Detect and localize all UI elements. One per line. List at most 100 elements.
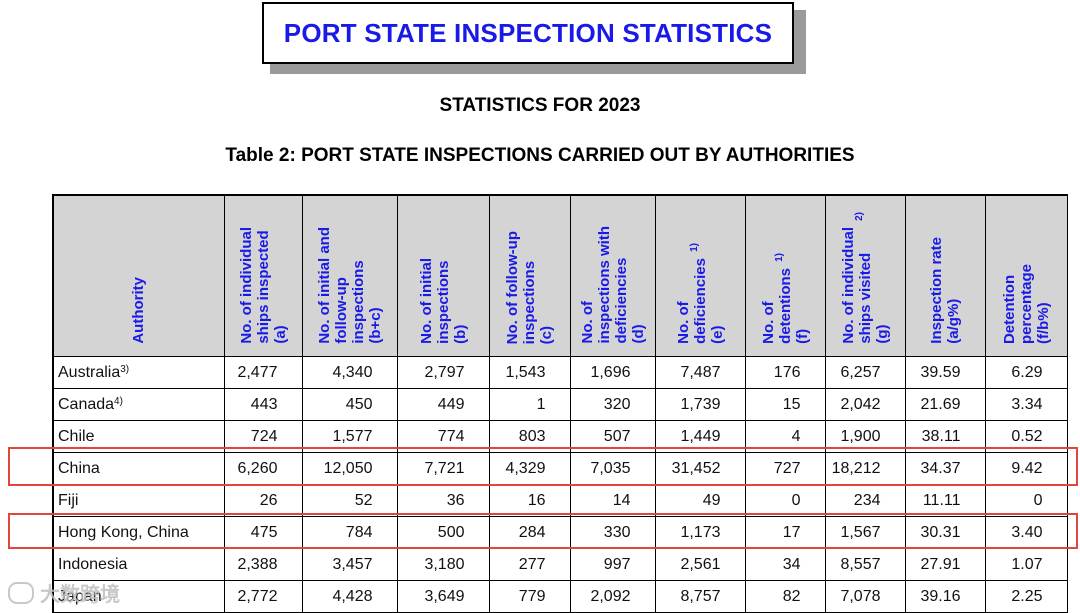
table-row: Indonesia 2,388 3,457 3,180 277 997 2,561 34 8,5… <box>52 548 1068 581</box>
value-cell: 443 <box>223 388 303 421</box>
inspection-statistics-table: Authority No. of individual ships inspect… <box>52 194 1068 613</box>
value-cell: 1,567 <box>824 516 906 549</box>
value-cell: 1,577 <box>301 420 398 453</box>
value-cell: 774 <box>396 420 490 453</box>
table-row: Japan 2,772 4,428 3,649 779 2,092 8,757 82 7,078… <box>52 580 1068 613</box>
value-cell: 2,772 <box>223 580 303 613</box>
column-header-footnote: 2) <box>854 212 865 221</box>
watermark-logo-icon <box>8 581 34 604</box>
column-header-9: Inspection rate (a/g%) <box>904 194 986 357</box>
value-cell: 2,477 <box>223 356 303 389</box>
value-cell: 39.16 <box>904 580 986 613</box>
column-header-4: No. of follow-up inspections (c) <box>488 194 571 357</box>
table-body: Australia3) 2,477 4,340 2,797 1,543 1,696 7,48… <box>52 356 1068 613</box>
value-cell: 507 <box>569 420 656 453</box>
value-cell: 9.42 <box>984 452 1068 485</box>
authority-footnote: 3) <box>120 363 130 375</box>
column-header-label: No. of follow-up inspections (c) <box>504 230 555 344</box>
value-cell: 4,329 <box>488 452 571 485</box>
value-cell: 1,739 <box>654 388 746 421</box>
value-cell: 1,543 <box>488 356 571 389</box>
value-cell: 16 <box>488 484 571 517</box>
authority-cell: Indonesia <box>52 548 225 581</box>
value-cell: 3,180 <box>396 548 490 581</box>
value-cell: 277 <box>488 548 571 581</box>
value-cell: 1,173 <box>654 516 746 549</box>
value-cell: 1,449 <box>654 420 746 453</box>
column-header-7: No. of detentions (f) 1) <box>744 194 826 357</box>
column-header-label: No. of initial inspections (b) <box>417 258 469 344</box>
title-box: PORT STATE INSPECTION STATISTICS <box>262 2 794 64</box>
column-header-6: No. of deficiencies (e) 1) <box>654 194 746 357</box>
value-cell: 12,050 <box>301 452 398 485</box>
value-cell: 11.11 <box>904 484 986 517</box>
value-cell: 500 <box>396 516 490 549</box>
statistics-year-heading: STATISTICS FOR 2023 <box>439 95 641 116</box>
table-row: China 6,260 12,050 7,721 4,329 7,035 31,452 727… <box>52 452 1068 485</box>
watermark-text: 大数跨境 <box>40 584 120 606</box>
table-row: Chile 724 1,577 774 803 507 1,449 4 1,900 38.11 0.… <box>52 420 1068 453</box>
value-cell: 727 <box>744 452 826 485</box>
value-cell: 284 <box>488 516 571 549</box>
value-cell: 0 <box>744 484 826 517</box>
authority-name: Fiji <box>58 491 79 509</box>
value-cell: 3,649 <box>396 580 490 613</box>
value-cell: 3.40 <box>984 516 1068 549</box>
value-cell: 15 <box>744 388 826 421</box>
value-cell: 6,257 <box>824 356 906 389</box>
value-cell: 27.91 <box>904 548 986 581</box>
value-cell: 0.52 <box>984 420 1068 453</box>
column-header-label: No. of inspections with deficiencies (d) <box>578 226 647 344</box>
column-header-10: Detention percentage (f/b%) <box>984 194 1068 357</box>
value-cell: 475 <box>223 516 303 549</box>
column-header-label: Inspection rate (a/g%) <box>928 237 962 344</box>
column-header-label: No. of individual ships visited (g) <box>839 227 891 344</box>
column-header-label: No. of individual ships inspected (a) <box>237 227 289 344</box>
column-header-label: Detention percentage (f/b%) <box>1000 263 1052 344</box>
value-cell: 2.25 <box>984 580 1068 613</box>
authority-cell: Japan <box>52 580 225 613</box>
value-cell: 2,388 <box>223 548 303 581</box>
table-row: Australia3) 2,477 4,340 2,797 1,543 1,696 7,48… <box>52 356 1068 389</box>
column-header-1: No. of individual ships inspected (a) <box>223 194 303 357</box>
value-cell: 52 <box>301 484 398 517</box>
value-cell: 21.69 <box>904 388 986 421</box>
value-cell: 4,428 <box>301 580 398 613</box>
value-cell: 997 <box>569 548 656 581</box>
value-cell: 82 <box>744 580 826 613</box>
value-cell: 4,340 <box>301 356 398 389</box>
value-cell: 30.31 <box>904 516 986 549</box>
value-cell: 2,797 <box>396 356 490 389</box>
value-cell: 234 <box>824 484 906 517</box>
value-cell: 7,078 <box>824 580 906 613</box>
value-cell: 7,721 <box>396 452 490 485</box>
column-header-label: No. of deficiencies (e) <box>674 258 726 344</box>
value-cell: 38.11 <box>904 420 986 453</box>
value-cell: 1.07 <box>984 548 1068 581</box>
column-header-3: No. of initial inspections (b) <box>396 194 490 357</box>
authority-name: Canada <box>58 395 115 413</box>
watermark: 大数跨境 <box>8 578 120 607</box>
value-cell: 779 <box>488 580 571 613</box>
value-cell: 176 <box>744 356 826 389</box>
table-title: Table 2: PORT STATE INSPECTIONS CARRIED … <box>225 145 855 166</box>
authority-footnote: 4) <box>114 395 123 407</box>
value-cell: 39.59 <box>904 356 986 389</box>
value-cell: 450 <box>301 388 398 421</box>
authority-name: Australia <box>58 363 121 381</box>
value-cell: 8,557 <box>824 548 906 581</box>
page-title: PORT STATE INSPECTION STATISTICS <box>283 17 773 48</box>
table-row: Fiji 26 52 36 16 14 49 0 234 11.11 0 <box>52 484 1068 517</box>
value-cell: 26 <box>223 484 303 517</box>
value-cell: 34.37 <box>904 452 986 485</box>
value-cell: 31,452 <box>654 452 746 485</box>
column-header-footnote: 1) <box>774 253 785 262</box>
value-cell: 18,212 <box>824 452 906 485</box>
authority-name: Hong Kong, China <box>58 523 189 541</box>
value-cell: 14 <box>569 484 656 517</box>
authority-cell: Hong Kong, China <box>52 516 225 549</box>
value-cell: 3,457 <box>301 548 398 581</box>
column-header-label: No. of initial and follow-up inspections… <box>315 227 384 344</box>
value-cell: 4 <box>744 420 826 453</box>
value-cell: 1,696 <box>569 356 656 389</box>
